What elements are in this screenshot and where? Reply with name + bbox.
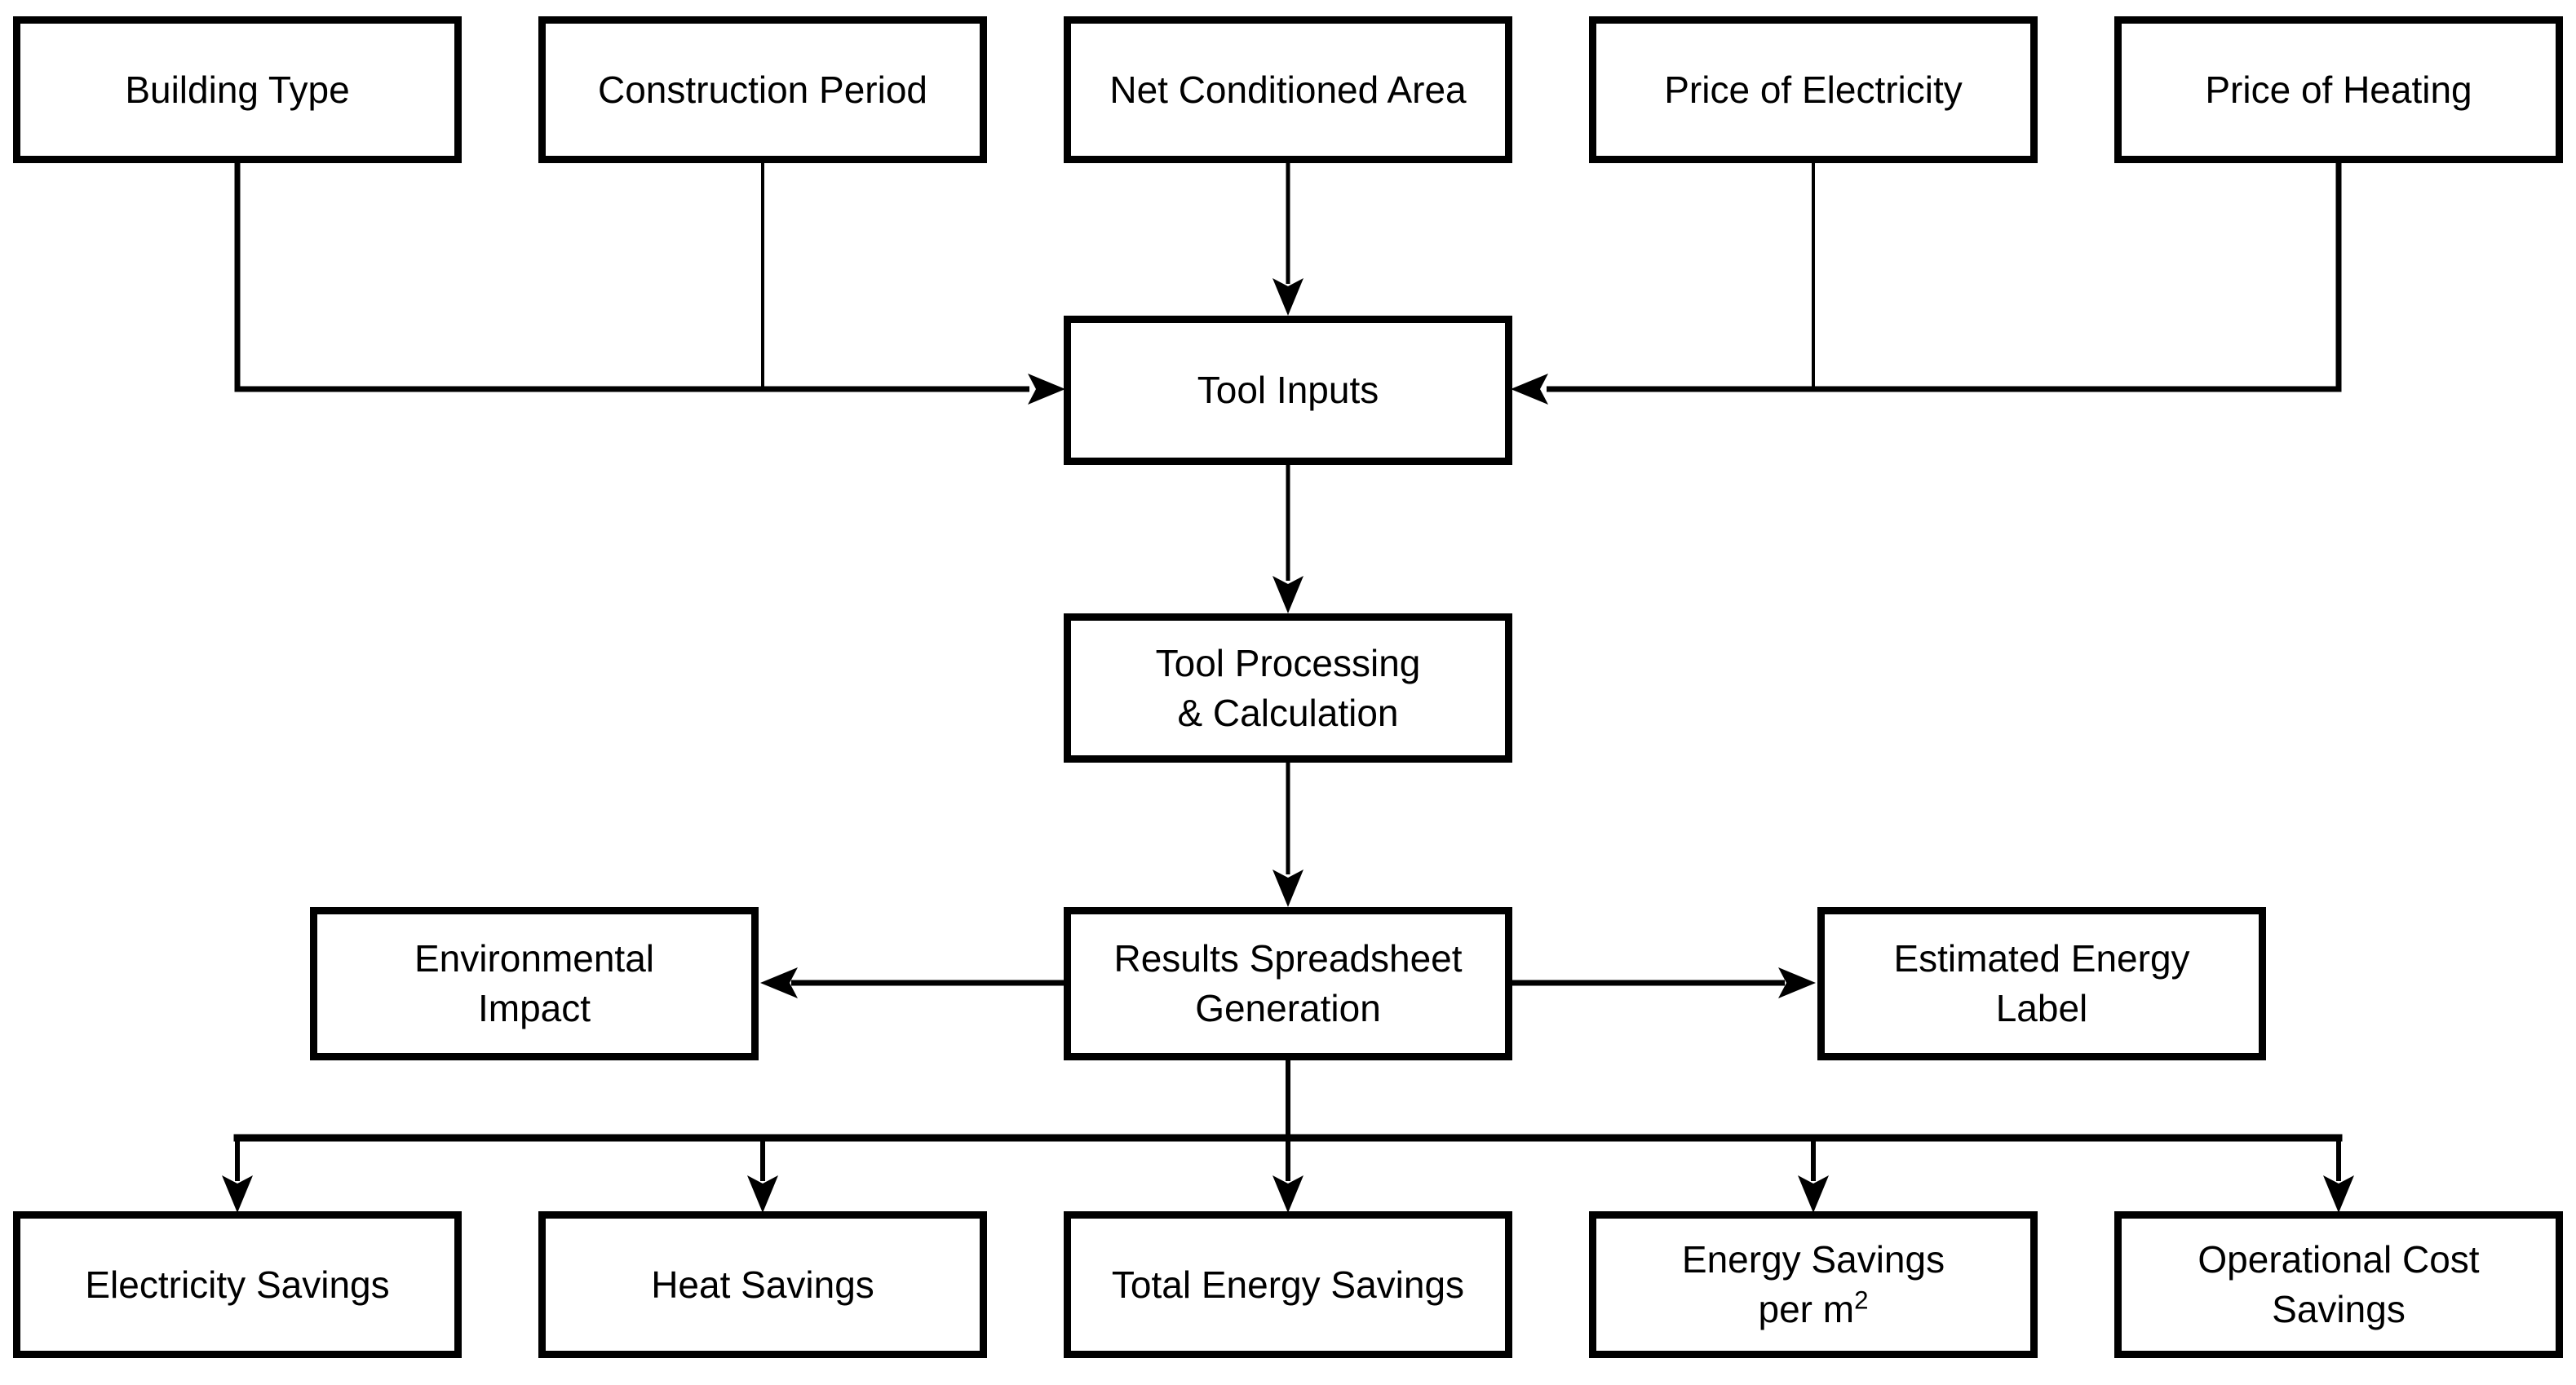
node-label: Electricity Savings xyxy=(85,1263,390,1306)
node-label: Net Conditioned Area xyxy=(1109,68,1467,111)
node-label-line2: & Calculation xyxy=(1177,691,1399,734)
edge-building-type xyxy=(234,160,1029,392)
node-operational-cost-savings: Operational Cost Savings xyxy=(2114,1211,2563,1358)
node-label: Total Energy Savings xyxy=(1111,1263,1465,1306)
arrowhead-into-total-energy-savings xyxy=(1273,1175,1303,1213)
node-label: Price of Heating xyxy=(2205,68,2472,111)
node-label-line2: Savings xyxy=(2272,1288,2406,1330)
node-label-line1: Estimated Energy xyxy=(1893,937,2190,980)
arrowhead-into-tool-inputs-left xyxy=(1028,374,1065,405)
arrowhead-into-processing xyxy=(1273,576,1303,613)
node-label-line2: Label xyxy=(1995,987,2088,1029)
arrowhead-into-heat-savings xyxy=(747,1175,778,1213)
arrowhead-into-tool-inputs-right xyxy=(1511,374,1548,405)
node-tool-inputs: Tool Inputs xyxy=(1064,316,1512,465)
node-label-line1: Operational Cost xyxy=(2198,1238,2480,1281)
node-label: Construction Period xyxy=(598,68,927,111)
node-price-of-electricity: Price of Electricity xyxy=(1589,16,2038,163)
node-energy-savings-per-m2: Energy Savings per m2 xyxy=(1589,1211,2038,1358)
arrowhead-into-results xyxy=(1273,869,1303,907)
node-estimated-energy-label: Estimated Energy Label xyxy=(1817,907,2266,1060)
node-label: Heat Savings xyxy=(651,1263,874,1306)
node-tool-processing: Tool Processing & Calculation xyxy=(1064,613,1512,763)
node-environmental-impact: Environmental Impact xyxy=(310,907,759,1060)
arrowhead-into-tool-inputs-top xyxy=(1273,278,1303,316)
node-electricity-savings: Electricity Savings xyxy=(13,1211,462,1358)
node-label-line2: per m2 xyxy=(1759,1285,1869,1334)
node-label: Building Type xyxy=(125,68,350,111)
node-label-line1: Environmental xyxy=(414,937,655,980)
arrowhead-into-energy-savings-per-m2 xyxy=(1798,1175,1829,1213)
node-net-conditioned-area: Net Conditioned Area xyxy=(1064,16,1512,163)
node-label-line1: Results Spreadsheet xyxy=(1113,937,1463,980)
node-heat-savings: Heat Savings xyxy=(538,1211,987,1358)
superscript-2: 2 xyxy=(1854,1285,1869,1315)
node-building-type: Building Type xyxy=(13,16,462,163)
node-construction-period: Construction Period xyxy=(538,16,987,163)
arrowhead-into-electricity-savings xyxy=(222,1175,253,1213)
node-total-energy-savings: Total Energy Savings xyxy=(1064,1211,1512,1358)
node-label-line2: Impact xyxy=(477,987,591,1029)
edge-price-of-heating xyxy=(1547,160,2342,392)
node-label-line1: Tool Processing xyxy=(1155,641,1421,684)
node-label: Price of Electricity xyxy=(1664,68,1963,111)
node-price-of-heating: Price of Heating xyxy=(2114,16,2563,163)
node-label: Tool Inputs xyxy=(1197,369,1379,412)
arrowhead-into-estimated xyxy=(1778,967,1816,998)
per-m-text: per m xyxy=(1758,1288,1855,1330)
node-label-line1: Energy Savings xyxy=(1681,1238,1945,1281)
arrowhead-into-operational-cost-savings xyxy=(2323,1175,2354,1213)
node-results-spreadsheet: Results Spreadsheet Generation xyxy=(1064,907,1512,1060)
arrowhead-into-environmental xyxy=(760,967,798,998)
node-label-line2: Generation xyxy=(1195,987,1381,1029)
